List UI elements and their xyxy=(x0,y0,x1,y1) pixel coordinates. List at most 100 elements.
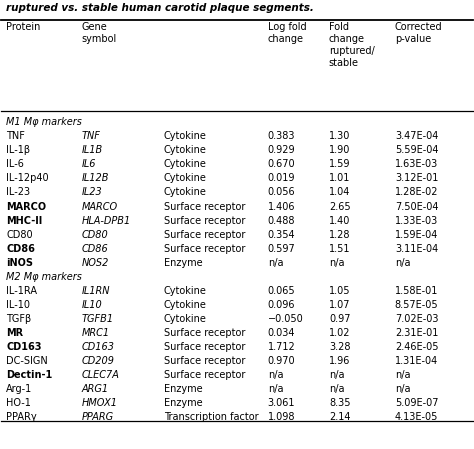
Text: 0.929: 0.929 xyxy=(268,145,295,155)
Text: 1.59: 1.59 xyxy=(329,159,350,169)
Text: IL-1RA: IL-1RA xyxy=(6,286,37,295)
Text: Enzyme: Enzyme xyxy=(164,258,202,268)
Text: ARG1: ARG1 xyxy=(82,384,109,394)
Text: Cytokine: Cytokine xyxy=(164,188,207,198)
Text: CD163: CD163 xyxy=(6,342,42,352)
Text: n/a: n/a xyxy=(329,370,345,380)
Text: 1.31E-04: 1.31E-04 xyxy=(395,356,438,366)
Text: 1.04: 1.04 xyxy=(329,188,350,198)
Text: Cytokine: Cytokine xyxy=(164,299,207,310)
Text: TNF: TNF xyxy=(6,131,25,141)
Text: 1.05: 1.05 xyxy=(329,286,350,295)
Text: IL10: IL10 xyxy=(82,299,102,310)
Text: CD86: CD86 xyxy=(82,244,108,254)
Text: 0.065: 0.065 xyxy=(268,286,295,295)
Text: 0.597: 0.597 xyxy=(268,244,295,254)
Text: Cytokine: Cytokine xyxy=(164,314,207,324)
Text: 0.970: 0.970 xyxy=(268,356,295,366)
Text: Surface receptor: Surface receptor xyxy=(164,370,246,380)
Text: 1.098: 1.098 xyxy=(268,412,295,422)
Text: 1.90: 1.90 xyxy=(329,145,350,155)
Text: 1.01: 1.01 xyxy=(329,173,350,183)
Text: 2.14: 2.14 xyxy=(329,412,350,422)
Text: CD80: CD80 xyxy=(82,229,108,240)
Text: 1.63E-03: 1.63E-03 xyxy=(395,159,438,169)
Text: n/a: n/a xyxy=(395,384,410,394)
Text: Transcription factor: Transcription factor xyxy=(164,412,259,422)
Text: 1.28E-02: 1.28E-02 xyxy=(395,188,438,198)
Text: 3.28: 3.28 xyxy=(329,342,350,352)
Text: 3.061: 3.061 xyxy=(268,398,295,408)
Text: 3.11E-04: 3.11E-04 xyxy=(395,244,438,254)
Text: 1.30: 1.30 xyxy=(329,131,350,141)
Text: IL-1β: IL-1β xyxy=(6,145,30,155)
Text: TGFβ: TGFβ xyxy=(6,314,31,324)
Text: Log fold
change: Log fold change xyxy=(268,22,306,44)
Text: 0.488: 0.488 xyxy=(268,216,295,225)
Text: n/a: n/a xyxy=(329,258,345,268)
Text: 0.096: 0.096 xyxy=(268,299,295,310)
Text: NOS2: NOS2 xyxy=(82,258,109,268)
Text: Surface receptor: Surface receptor xyxy=(164,229,246,240)
Text: 3.47E-04: 3.47E-04 xyxy=(395,131,438,141)
Text: 0.034: 0.034 xyxy=(268,328,295,338)
Text: 0.354: 0.354 xyxy=(268,229,295,240)
Text: Fold
change
ruptured/
stable: Fold change ruptured/ stable xyxy=(329,22,374,68)
Text: 0.019: 0.019 xyxy=(268,173,295,183)
Text: 1.96: 1.96 xyxy=(329,356,350,366)
Text: 0.056: 0.056 xyxy=(268,188,295,198)
Text: IL-12p40: IL-12p40 xyxy=(6,173,49,183)
Text: CD86: CD86 xyxy=(6,244,35,254)
Text: 2.46E-05: 2.46E-05 xyxy=(395,342,438,352)
Text: IL1B: IL1B xyxy=(82,145,103,155)
Text: Dectin-1: Dectin-1 xyxy=(6,370,52,380)
Text: Cytokine: Cytokine xyxy=(164,131,207,141)
Text: MARCO: MARCO xyxy=(6,202,46,211)
Text: 1.712: 1.712 xyxy=(268,342,295,352)
Text: Surface receptor: Surface receptor xyxy=(164,202,246,211)
Text: n/a: n/a xyxy=(268,370,283,380)
Text: 1.40: 1.40 xyxy=(329,216,350,225)
Text: 0.670: 0.670 xyxy=(268,159,295,169)
Text: 3.12E-01: 3.12E-01 xyxy=(395,173,438,183)
Text: MARCO: MARCO xyxy=(82,202,118,211)
Text: IL1RN: IL1RN xyxy=(82,286,110,295)
Text: Surface receptor: Surface receptor xyxy=(164,356,246,366)
Text: Enzyme: Enzyme xyxy=(164,384,202,394)
Text: Gene
symbol: Gene symbol xyxy=(82,22,117,44)
Text: 1.58E-01: 1.58E-01 xyxy=(395,286,438,295)
Text: IL6: IL6 xyxy=(82,159,96,169)
Text: n/a: n/a xyxy=(395,370,410,380)
Text: n/a: n/a xyxy=(395,258,410,268)
Text: ruptured vs. stable human carotid plaque segments.: ruptured vs. stable human carotid plaque… xyxy=(6,3,314,13)
Text: 4.13E-05: 4.13E-05 xyxy=(395,412,438,422)
Text: 0.97: 0.97 xyxy=(329,314,350,324)
Text: M2 Mφ markers: M2 Mφ markers xyxy=(6,272,82,282)
Text: Surface receptor: Surface receptor xyxy=(164,328,246,338)
Text: M1 Mφ markers: M1 Mφ markers xyxy=(6,117,82,128)
Text: DC-SIGN: DC-SIGN xyxy=(6,356,48,366)
Text: Surface receptor: Surface receptor xyxy=(164,216,246,225)
Text: 8.57E-05: 8.57E-05 xyxy=(395,299,438,310)
Text: Cytokine: Cytokine xyxy=(164,145,207,155)
Text: 0.383: 0.383 xyxy=(268,131,295,141)
Text: HLA-DPB1: HLA-DPB1 xyxy=(82,216,131,225)
Text: Arg-1: Arg-1 xyxy=(6,384,32,394)
Text: 7.50E-04: 7.50E-04 xyxy=(395,202,438,211)
Text: 2.31E-01: 2.31E-01 xyxy=(395,328,438,338)
Text: Cytokine: Cytokine xyxy=(164,173,207,183)
Text: 7.02E-03: 7.02E-03 xyxy=(395,314,438,324)
Text: 8.35: 8.35 xyxy=(329,398,350,408)
Text: Surface receptor: Surface receptor xyxy=(164,244,246,254)
Text: IL12B: IL12B xyxy=(82,173,109,183)
Text: MHC-II: MHC-II xyxy=(6,216,42,225)
Text: n/a: n/a xyxy=(268,258,283,268)
Text: MR: MR xyxy=(6,328,23,338)
Text: Cytokine: Cytokine xyxy=(164,286,207,295)
Text: 1.59E-04: 1.59E-04 xyxy=(395,229,438,240)
Text: 1.02: 1.02 xyxy=(329,328,350,338)
Text: 1.07: 1.07 xyxy=(329,299,350,310)
Text: CD80: CD80 xyxy=(6,229,33,240)
Text: −0.050: −0.050 xyxy=(268,314,303,324)
Text: 5.59E-04: 5.59E-04 xyxy=(395,145,438,155)
